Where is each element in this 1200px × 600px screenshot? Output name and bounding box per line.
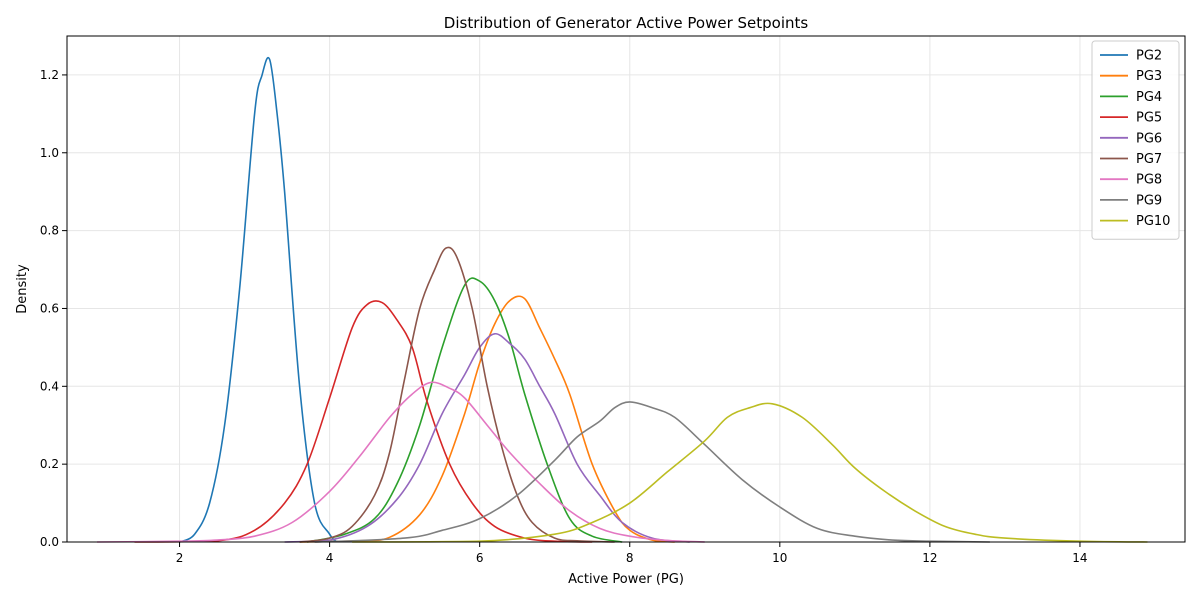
legend: PG2 PG3 PG4 PG5 PG6 PG7 PG8 PG9 PG10	[1091, 40, 1180, 240]
series-line-pg7	[299, 246, 615, 543]
x-tick-label: 14	[1072, 551, 1087, 565]
series-line-pg4	[306, 277, 623, 543]
legend-label: PG4	[1136, 90, 1162, 105]
x-tick-label: 4	[326, 551, 334, 565]
series-line-pg5	[134, 300, 593, 543]
series-line-pg8	[96, 381, 705, 543]
x-tick-label: 12	[922, 551, 937, 565]
plot-frame	[66, 35, 1186, 543]
legend-label: PG8	[1136, 173, 1162, 188]
x-tick-label: 10	[772, 551, 787, 565]
x-tick-label: 8	[626, 551, 634, 565]
legend-label: PG3	[1136, 69, 1162, 84]
legend-label: PG7	[1136, 152, 1162, 167]
x-tick-label: 6	[476, 551, 484, 565]
y-tick-label: 1.0	[40, 146, 59, 160]
series-lines	[96, 57, 1148, 543]
series-line-pg6	[284, 332, 690, 543]
y-tick-label: 0.0	[40, 535, 59, 549]
y-tick-label: 1.2	[40, 68, 59, 82]
y-tick-label: 0.8	[40, 224, 59, 238]
x-tick-label: 2	[176, 551, 184, 565]
y-axis-label: Density	[15, 264, 30, 314]
legend-label: PG9	[1136, 193, 1162, 208]
series-line-pg3	[299, 295, 675, 543]
y-axis-ticks: 0.0 0.2 0.4 0.6 0.8 1.0 1.2	[40, 68, 67, 549]
series-line-pg10	[352, 402, 1148, 543]
y-tick-label: 0.2	[40, 457, 59, 471]
x-axis-label: Active Power (PG)	[568, 572, 684, 587]
legend-label: PG6	[1136, 131, 1162, 146]
series-line-pg2	[179, 57, 338, 543]
legend-label: PG2	[1136, 49, 1162, 64]
chart-title: Distribution of Generator Active Power S…	[444, 14, 809, 32]
y-tick-label: 0.6	[40, 301, 59, 315]
legend-label: PG5	[1136, 111, 1162, 126]
series-line-pg9	[314, 401, 990, 543]
grid	[67, 36, 1185, 543]
y-tick-label: 0.4	[40, 379, 59, 393]
x-axis-ticks: 2 4 6 8 10 12 14	[176, 542, 1088, 565]
legend-box	[1091, 40, 1180, 240]
legend-label: PG10	[1136, 214, 1170, 229]
